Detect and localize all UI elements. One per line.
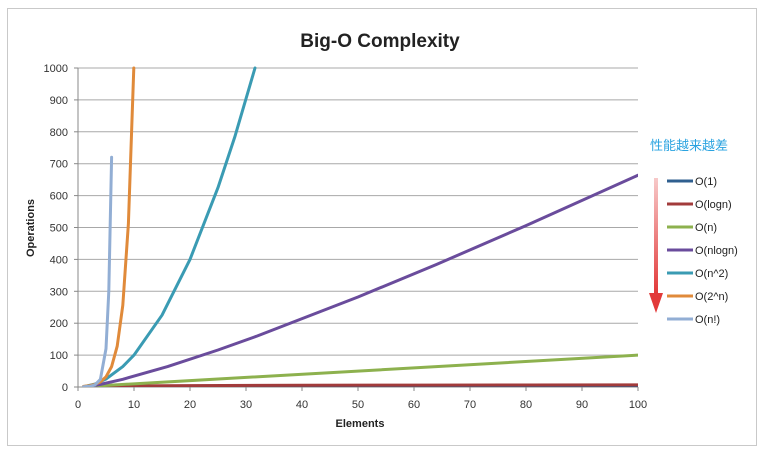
legend-label-6: O(n!) <box>695 314 720 326</box>
y-tick-label-8: 800 <box>50 127 68 139</box>
series-line-6 <box>82 155 114 387</box>
y-tick-label-2: 200 <box>50 318 68 330</box>
y-tick-label-7: 700 <box>50 159 68 171</box>
legend-label-1: O(logn) <box>695 199 732 211</box>
x-tick-label-1: 10 <box>128 399 140 411</box>
x-tick-label-0: 0 <box>75 399 81 411</box>
y-tick-label-6: 600 <box>50 191 68 203</box>
series-lines <box>82 66 638 387</box>
performance-annotation: 性能越来越差 <box>650 139 728 154</box>
x-tick-label-7: 70 <box>464 399 476 411</box>
axes <box>74 67 639 391</box>
legend-label-0: O(1) <box>695 176 717 188</box>
legend-label-2: O(n) <box>695 222 717 234</box>
x-tick-label-10: 100 <box>629 399 647 411</box>
legend-label-3: O(nlogn) <box>695 245 738 257</box>
legend-label-4: O(n^2) <box>695 268 728 280</box>
grid <box>78 67 638 356</box>
x-axis-label: Elements <box>336 418 385 430</box>
y-tick-label-3: 300 <box>50 286 68 298</box>
x-tick-label-2: 20 <box>184 399 196 411</box>
worse-performance-arrow <box>649 178 663 313</box>
y-tick-label-1: 100 <box>50 350 68 362</box>
y-axis-label: Operations <box>25 199 37 257</box>
x-tick-label-4: 40 <box>296 399 308 411</box>
y-tick-label-10: 1000 <box>44 63 68 75</box>
x-tick-label-6: 60 <box>408 399 420 411</box>
x-tick-labels: 0 10 20 30 40 50 60 70 80 90 100 <box>75 399 647 411</box>
series-line-2 <box>82 353 638 387</box>
legend: O(1) O(logn) O(n) O(nlogn) O(n^2) O(2^n) O(n!) <box>667 176 738 326</box>
chart-title: Big-O Complexity <box>300 31 460 52</box>
y-tick-labels: 0 100 200 300 400 500 600 700 800 900 1000 <box>44 63 68 394</box>
y-tick-label-5: 500 <box>50 223 68 235</box>
x-tick-label-5: 50 <box>352 399 364 411</box>
x-tick-label-3: 30 <box>240 399 252 411</box>
y-tick-label-9: 900 <box>50 95 68 107</box>
y-tick-label-4: 400 <box>50 254 68 266</box>
x-tick-label-9: 90 <box>576 399 588 411</box>
y-tick-label-0: 0 <box>62 382 68 394</box>
legend-label-5: O(2^n) <box>695 291 728 303</box>
x-tick-label-8: 80 <box>520 399 532 411</box>
